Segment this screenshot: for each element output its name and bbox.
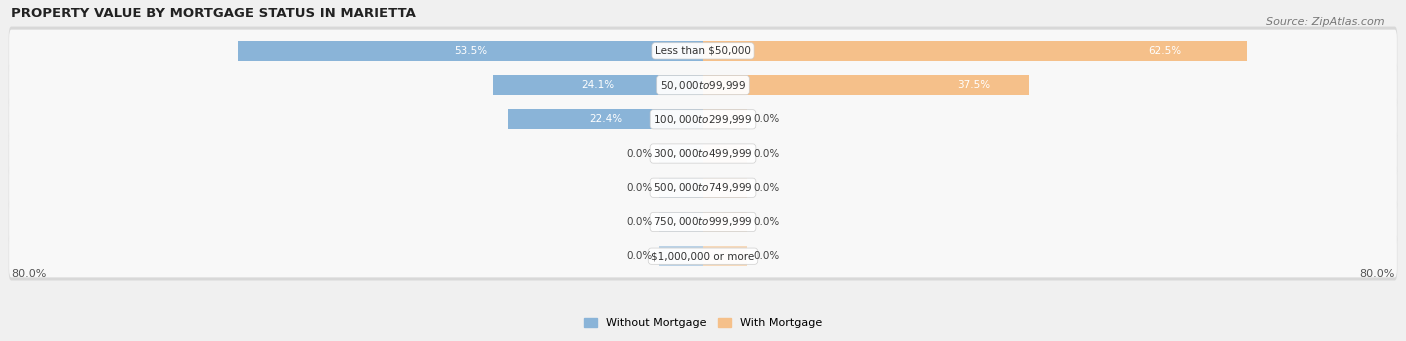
Bar [508,109,703,129]
Bar [659,246,703,266]
Text: 37.5%: 37.5% [957,80,990,90]
Bar [703,246,747,266]
Bar [703,109,747,129]
Text: 22.4%: 22.4% [589,114,621,124]
Bar [703,178,747,198]
Text: 0.0%: 0.0% [754,183,780,193]
FancyBboxPatch shape [8,27,1398,75]
FancyBboxPatch shape [8,98,1398,140]
Text: 0.0%: 0.0% [754,251,780,261]
Bar [238,41,703,61]
Text: 62.5%: 62.5% [1149,46,1181,56]
Legend: Without Mortgage, With Mortgage: Without Mortgage, With Mortgage [579,313,827,333]
Text: 0.0%: 0.0% [626,217,652,227]
Bar [494,75,703,95]
Text: $50,000 to $99,999: $50,000 to $99,999 [659,78,747,92]
Text: 0.0%: 0.0% [626,251,652,261]
Text: Source: ZipAtlas.com: Source: ZipAtlas.com [1267,17,1385,27]
Text: $300,000 to $499,999: $300,000 to $499,999 [654,147,752,160]
FancyBboxPatch shape [8,30,1398,72]
Text: PROPERTY VALUE BY MORTGAGE STATUS IN MARIETTA: PROPERTY VALUE BY MORTGAGE STATUS IN MAR… [11,7,416,20]
Text: 0.0%: 0.0% [754,114,780,124]
Text: 80.0%: 80.0% [1360,269,1395,280]
Text: Less than $50,000: Less than $50,000 [655,46,751,56]
Text: 0.0%: 0.0% [626,183,652,193]
Text: 53.5%: 53.5% [454,46,486,56]
Bar [659,212,703,232]
FancyBboxPatch shape [8,129,1398,178]
FancyBboxPatch shape [8,198,1398,246]
FancyBboxPatch shape [8,64,1398,106]
FancyBboxPatch shape [8,95,1398,144]
Text: 24.1%: 24.1% [582,80,614,90]
FancyBboxPatch shape [8,235,1398,277]
Bar [703,144,747,163]
FancyBboxPatch shape [8,232,1398,281]
FancyBboxPatch shape [8,201,1398,243]
Text: $100,000 to $299,999: $100,000 to $299,999 [654,113,752,126]
Text: $500,000 to $749,999: $500,000 to $749,999 [654,181,752,194]
Text: 80.0%: 80.0% [11,269,46,280]
Bar [703,75,1029,95]
Bar [659,144,703,163]
Text: 0.0%: 0.0% [754,217,780,227]
Text: $1,000,000 or more: $1,000,000 or more [651,251,755,261]
Bar [703,41,1247,61]
Bar [659,178,703,198]
FancyBboxPatch shape [8,61,1398,109]
FancyBboxPatch shape [8,163,1398,212]
FancyBboxPatch shape [8,166,1398,209]
FancyBboxPatch shape [8,132,1398,175]
Text: $750,000 to $999,999: $750,000 to $999,999 [654,216,752,228]
Text: 0.0%: 0.0% [626,149,652,159]
Bar [703,212,747,232]
Text: 0.0%: 0.0% [754,149,780,159]
